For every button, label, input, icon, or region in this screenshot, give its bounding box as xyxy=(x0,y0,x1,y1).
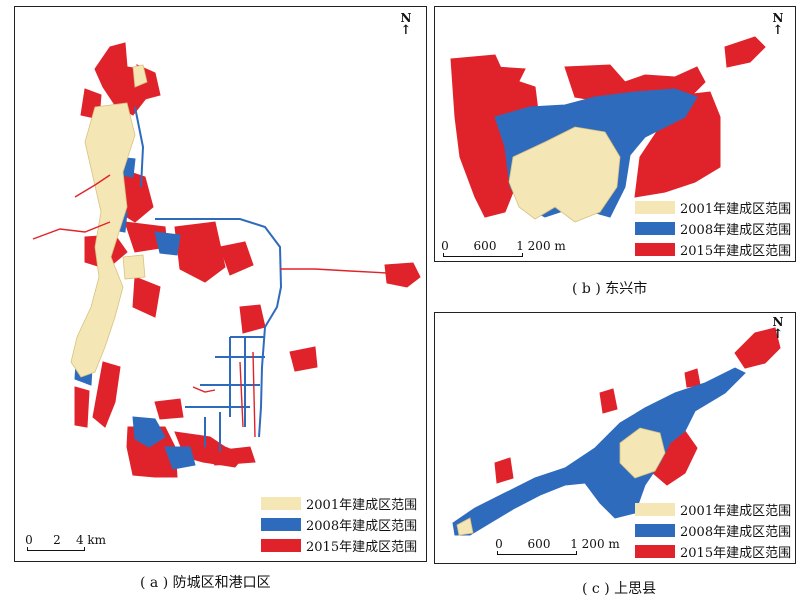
legend-label-2001: 2001年建成区范围 xyxy=(306,498,418,513)
scale-tick-0: 0 xyxy=(495,537,503,551)
legend-item-2001: 2001年建成区范围 xyxy=(635,499,791,520)
north-arrow-icon: ↑ xyxy=(400,23,412,38)
legend-swatch-2001 xyxy=(261,497,301,510)
legend-item-2015: 2015年建成区范围 xyxy=(261,535,417,556)
north-label-a: N xyxy=(400,11,412,25)
north-label-b: N xyxy=(772,11,784,25)
legend-swatch-2008 xyxy=(635,222,675,235)
legend-label-2001: 2001年建成区范围 xyxy=(680,202,792,217)
scale-tick-1: 600 xyxy=(527,537,551,551)
map-c-canvas xyxy=(452,327,781,536)
scale-tick-2: 4 km xyxy=(75,533,107,547)
caption-c: ( c ) 上思县 xyxy=(582,581,657,597)
scale-line-a xyxy=(27,547,85,551)
legend-swatch-2015 xyxy=(635,243,675,256)
north-arrow-b: N ↑ xyxy=(771,11,785,38)
map-panel-a: N ↑ 2001年建成区范围 2008年建成区范围 2015年建成区范围 0 2… xyxy=(14,6,427,562)
north-arrow-a: N ↑ xyxy=(399,11,413,38)
scale-tick-1: 600 xyxy=(473,239,497,253)
north-arrow-icon: ↑ xyxy=(772,327,784,342)
built-up-2001-c xyxy=(456,427,666,536)
north-arrow-icon: ↑ xyxy=(772,23,784,38)
built-up-2001-b xyxy=(508,126,621,223)
legend-label-2015: 2015年建成区范围 xyxy=(680,244,792,259)
legend-item-2015: 2015年建成区范围 xyxy=(635,541,791,562)
map-b-canvas xyxy=(450,36,766,223)
legend-swatch-2008 xyxy=(261,518,301,531)
legend-swatch-2015 xyxy=(635,545,675,558)
legend-swatch-2008 xyxy=(635,524,675,537)
legend-swatch-2001 xyxy=(635,503,675,516)
north-label-c: N xyxy=(772,315,784,329)
legend-item-2015: 2015年建成区范围 xyxy=(635,239,791,260)
scale-bar-c: 0 600 1 200 m xyxy=(495,537,620,555)
legend-label-2008: 2008年建成区范围 xyxy=(680,525,792,540)
legend-swatch-2015 xyxy=(261,539,301,552)
scale-tick-1: 2 xyxy=(53,533,61,547)
legend-item-2008: 2008年建成区范围 xyxy=(635,520,791,541)
legend-label-2001: 2001年建成区范围 xyxy=(680,504,792,519)
map-a-canvas xyxy=(32,42,421,478)
scale-tick-2: 1 200 m xyxy=(570,537,620,551)
legend-item-2001: 2001年建成区范围 xyxy=(261,493,417,514)
legend-label-2015: 2015年建成区范围 xyxy=(306,540,418,555)
scale-tick-2: 1 200 m xyxy=(516,239,566,253)
legend-swatch-2001 xyxy=(635,201,675,214)
built-up-2015-a xyxy=(74,42,421,478)
scale-tick-0: 0 xyxy=(441,239,449,253)
caption-a: ( a ) 防城区和港口区 xyxy=(140,575,271,591)
legend-b: 2001年建成区范围 2008年建成区范围 2015年建成区范围 xyxy=(635,197,791,260)
scale-bar-b: 0 600 1 200 m xyxy=(441,239,566,257)
legend-a: 2001年建成区范围 2008年建成区范围 2015年建成区范围 xyxy=(261,493,417,556)
map-panel-c: N ↑ 2001年建成区范围 2008年建成区范围 2015年建成区范围 0 6… xyxy=(434,312,796,564)
road-network-a xyxy=(134,106,283,452)
scale-tick-0: 0 xyxy=(25,533,33,547)
legend-label-2008: 2008年建成区范围 xyxy=(680,223,792,238)
legend-item-2008: 2008年建成区范围 xyxy=(635,218,791,239)
caption-b: ( b ) 东兴市 xyxy=(572,281,648,297)
legend-label-2008: 2008年建成区范围 xyxy=(306,519,418,534)
scale-line-b xyxy=(443,253,523,257)
scale-bar-a: 0 2 4 km xyxy=(25,533,106,551)
map-panel-b: N ↑ 2001年建成区范围 2008年建成区范围 2015年建成区范围 0 6… xyxy=(434,6,796,262)
scale-line-c xyxy=(497,551,577,555)
road-red-a xyxy=(32,174,388,438)
legend-item-2001: 2001年建成区范围 xyxy=(635,197,791,218)
built-up-2008-c xyxy=(452,367,746,536)
legend-label-2015: 2015年建成区范围 xyxy=(680,546,792,561)
north-arrow-c: N ↑ xyxy=(771,315,785,342)
legend-item-2008: 2008年建成区范围 xyxy=(261,514,417,535)
built-up-2001-a xyxy=(70,64,148,378)
legend-c: 2001年建成区范围 2008年建成区范围 2015年建成区范围 xyxy=(635,499,791,562)
